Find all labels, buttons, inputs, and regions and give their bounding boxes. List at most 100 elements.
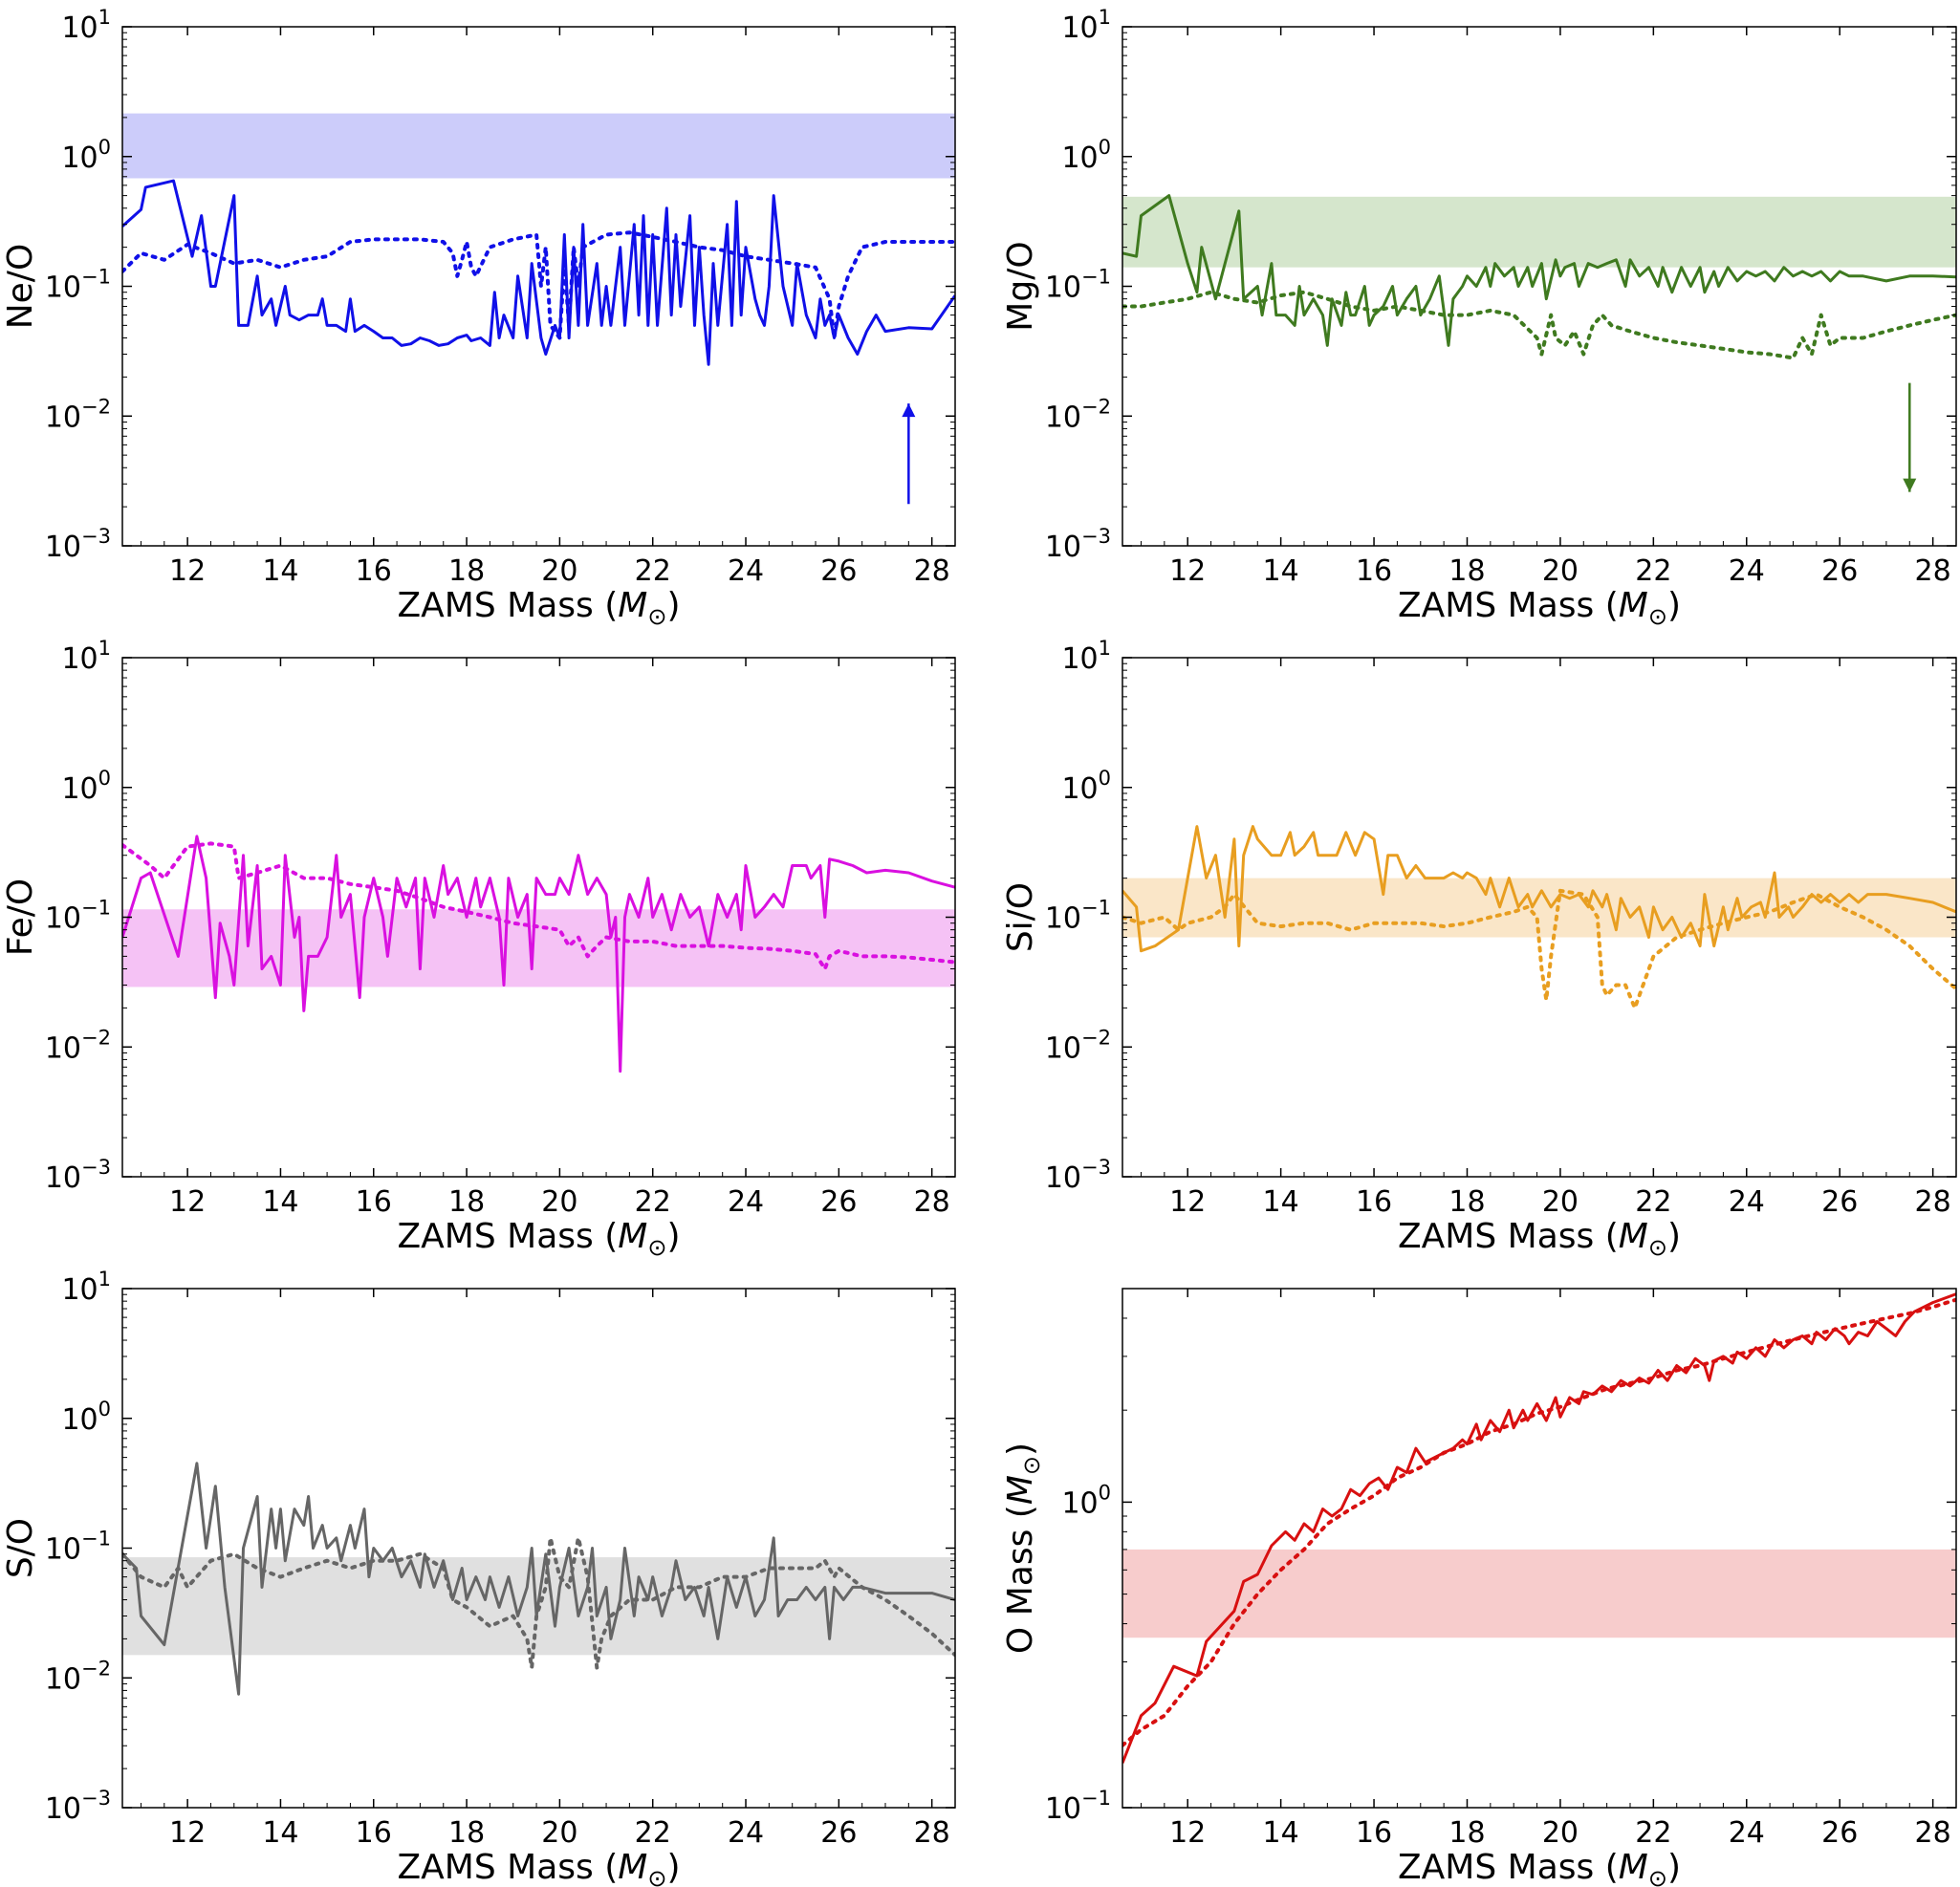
y-tick-label: 101 [61, 6, 111, 45]
y-axis-label: Ne/O [1, 244, 40, 330]
chart-panel-3: 12 14 16 18 20 22 24 26 28 10−3 10−2 10−1 100 101 ZAMS… [1, 637, 956, 1261]
x-tick-label: 14 [262, 1185, 298, 1219]
chart-panel-5: 12 14 16 18 20 22 24 26 28 10−3 10−2 10−1 100 101 ZAMS… [1, 1268, 956, 1887]
y-axis-label: Si/O [1001, 882, 1040, 952]
x-tick-label: 26 [1821, 1185, 1858, 1219]
x-tick-label: 12 [169, 1185, 206, 1219]
y-tick-label: 10−3 [45, 1787, 111, 1826]
series-solid-line [1122, 194, 1956, 347]
y-tick-label: 10−2 [45, 395, 111, 434]
x-axis-label: ZAMS Mass (M⊙) [1398, 1217, 1681, 1261]
x-tick-label: 16 [1356, 1816, 1392, 1850]
y-tick-label: 100 [61, 1398, 111, 1437]
x-axis-label: ZAMS Mass (M⊙) [1398, 1848, 1681, 1887]
series-dotted-line [1122, 290, 1956, 360]
x-tick-label: 24 [728, 554, 764, 588]
x-axis-label: ZAMS Mass (M⊙) [398, 1217, 681, 1261]
x-tick-label: 28 [1915, 1185, 1951, 1219]
y-tick-label: 10−1 [45, 266, 111, 305]
x-tick-label: 20 [541, 1816, 577, 1850]
x-axis-label: ZAMS Mass (M⊙) [398, 586, 681, 630]
x-tick-label: 14 [262, 554, 298, 588]
x-tick-label: 22 [1635, 554, 1671, 588]
x-tick-label: 16 [1356, 554, 1392, 588]
x-tick-label: 28 [1915, 1816, 1951, 1850]
x-tick-label: 18 [448, 1185, 485, 1219]
x-tick-label: 20 [541, 1185, 577, 1219]
x-tick-label: 24 [1729, 1185, 1765, 1219]
x-tick-label: 18 [448, 1816, 485, 1850]
x-axis-label: ZAMS Mass (M⊙) [398, 1848, 681, 1887]
y-axis-label: Mg/O [1001, 241, 1040, 331]
x-tick-label: 18 [1448, 1185, 1485, 1219]
series-dotted-line [122, 841, 955, 971]
x-tick-label: 22 [635, 554, 671, 588]
y-tick-label: 10−1 [1045, 897, 1111, 936]
x-axis-label: ZAMS Mass (M⊙) [1398, 586, 1681, 630]
series-dotted-line [122, 230, 955, 340]
y-axis-label: Fe/O [1, 878, 40, 956]
x-tick-label: 14 [1263, 554, 1299, 588]
y-axis-label: S/O [1, 1518, 40, 1578]
x-tick-label: 16 [356, 554, 392, 588]
y-tick-label: 10−3 [45, 1156, 111, 1195]
x-tick-label: 18 [448, 554, 485, 588]
x-tick-label: 22 [635, 1816, 671, 1850]
plot-frame [121, 1288, 956, 1809]
x-tick-label: 12 [1169, 1185, 1206, 1219]
x-tick-label: 12 [169, 554, 206, 588]
series-solid-line [1122, 1292, 1956, 1764]
y-tick-label: 101 [61, 637, 111, 676]
x-tick-label: 26 [820, 554, 857, 588]
limit-arrow-head [902, 403, 916, 418]
x-tick-label: 16 [356, 1816, 392, 1850]
plot-frame [1122, 26, 1957, 547]
chart-panel-4: 12 14 16 18 20 22 24 26 28 10−3 10−2 10−1 100 101 ZAMS… [1001, 637, 1957, 1261]
limit-arrow-head [1903, 478, 1917, 492]
y-tick-label: 100 [61, 136, 111, 175]
y-tick-label: 101 [1061, 6, 1111, 45]
x-tick-label: 26 [1821, 554, 1858, 588]
x-tick-label: 18 [1448, 554, 1485, 588]
x-tick-label: 20 [1542, 554, 1579, 588]
observed-range-band [1122, 1549, 1956, 1638]
series-solid-line [1122, 825, 1956, 953]
x-tick-label: 24 [1729, 554, 1765, 588]
y-tick-label: 10−3 [1045, 525, 1111, 564]
y-tick-label: 100 [61, 767, 111, 806]
y-tick-label: 101 [1061, 637, 1111, 676]
x-tick-label: 22 [1635, 1185, 1671, 1219]
x-tick-label: 24 [728, 1185, 764, 1219]
plot-frame [1122, 1288, 1957, 1809]
y-tick-label: 10−3 [1045, 1156, 1111, 1195]
series-solid-line [122, 835, 955, 1074]
x-tick-label: 12 [1169, 1816, 1206, 1850]
y-tick-label: 10−2 [45, 1026, 111, 1065]
x-tick-label: 14 [1263, 1185, 1299, 1219]
x-tick-label: 20 [1542, 1816, 1579, 1850]
x-tick-label: 16 [1356, 1185, 1392, 1219]
y-tick-label: 10−1 [45, 897, 111, 936]
x-tick-label: 26 [1821, 1816, 1858, 1850]
observed-range-band [122, 113, 955, 179]
y-tick-label: 100 [1061, 767, 1111, 806]
x-tick-label: 28 [914, 1185, 950, 1219]
y-tick-label: 10−2 [1045, 395, 1111, 434]
x-tick-label: 20 [541, 554, 577, 588]
x-tick-label: 22 [635, 1185, 671, 1219]
y-tick-label: 10−1 [1045, 1787, 1111, 1826]
x-tick-label: 18 [1448, 1816, 1485, 1850]
x-tick-label: 12 [169, 1816, 206, 1850]
y-tick-label: 100 [1061, 136, 1111, 175]
x-tick-label: 16 [356, 1185, 392, 1219]
x-tick-label: 26 [820, 1816, 857, 1850]
x-tick-label: 24 [728, 1816, 764, 1850]
series-dotted-line [122, 1535, 955, 1670]
x-tick-label: 28 [914, 1816, 950, 1850]
observed-range-band [1122, 196, 1956, 268]
y-tick-label: 100 [1061, 1481, 1111, 1520]
x-tick-label: 14 [1263, 1816, 1299, 1850]
x-tick-label: 24 [1729, 1816, 1765, 1850]
series-dotted-line [1122, 1297, 1956, 1747]
